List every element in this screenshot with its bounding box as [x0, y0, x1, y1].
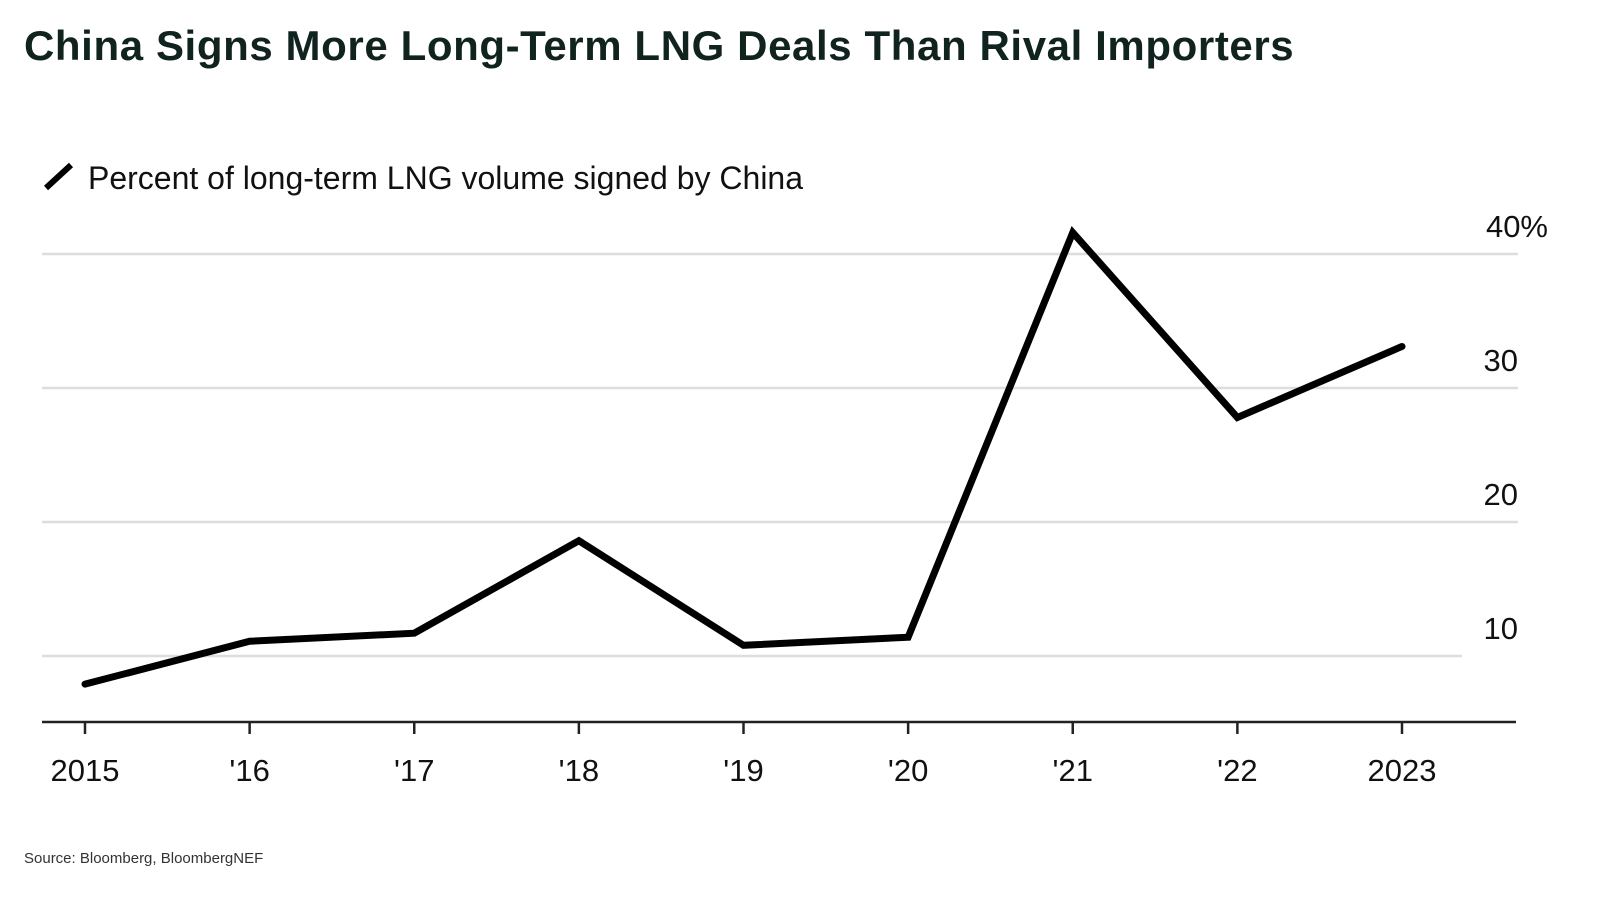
- y-tick-label: 40%: [1486, 209, 1548, 244]
- y-tick-label: 10: [1484, 611, 1518, 646]
- source-note: Source: Bloomberg, BloombergNEF: [24, 850, 264, 867]
- legend-swatch: [43, 162, 74, 191]
- legend-label: Percent of long-term LNG volume signed b…: [88, 160, 803, 196]
- x-tick-label: '19: [723, 753, 763, 788]
- x-tick-label: '16: [229, 753, 269, 788]
- y-tick-label: 20: [1484, 477, 1518, 512]
- x-tick-label: '21: [1053, 753, 1093, 788]
- chart-title: China Signs More Long-Term LNG Deals Tha…: [24, 22, 1295, 69]
- x-tick-label: '18: [559, 753, 599, 788]
- x-tick-label: 2015: [51, 753, 120, 788]
- x-tick-label: '20: [888, 753, 928, 788]
- y-tick-label: 30: [1484, 343, 1518, 378]
- x-tick-label: '22: [1217, 753, 1257, 788]
- x-tick-label: 2023: [1368, 753, 1437, 788]
- series-line: [81, 226, 1406, 688]
- x-tick-label: '17: [394, 753, 434, 788]
